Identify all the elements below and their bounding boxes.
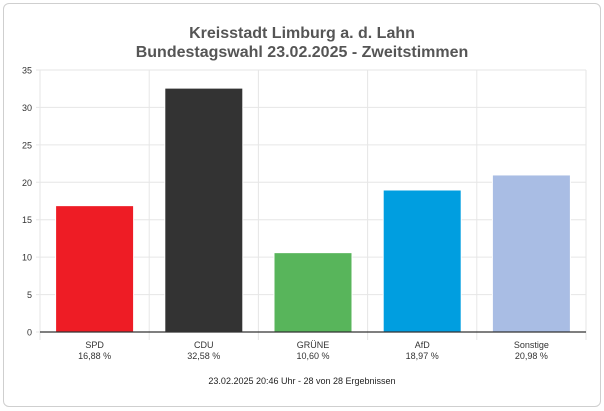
y-tick-label: 20 bbox=[22, 178, 32, 188]
x-tick-label: SPD bbox=[85, 340, 104, 350]
chart-footer: 23.02.2025 20:46 Uhr - 28 von 28 Ergebni… bbox=[208, 376, 396, 386]
x-tick-label: AfD bbox=[415, 340, 431, 350]
x-tick-label: CDU bbox=[194, 340, 214, 350]
y-axis: 0 5 10 15 20 25 30 35 bbox=[22, 66, 32, 338]
y-tick-label: 25 bbox=[22, 140, 32, 150]
x-tick-label: Sonstige bbox=[514, 340, 549, 350]
value-label: 10,60 % bbox=[296, 351, 329, 361]
y-tick-label: 0 bbox=[27, 328, 32, 338]
value-label: 20,98 % bbox=[515, 351, 548, 361]
y-tick-label: 15 bbox=[22, 215, 32, 225]
value-label: 16,88 % bbox=[78, 351, 111, 361]
bar-sonstige bbox=[491, 174, 571, 333]
chart-subtitle: Bundestagswahl 23.02.2025 - Zweitstimmen bbox=[135, 44, 469, 61]
bar-spd bbox=[55, 205, 135, 333]
y-tick-label: 30 bbox=[22, 103, 32, 113]
bar-cdu bbox=[164, 87, 244, 333]
x-tick-label: GRÜNE bbox=[297, 340, 330, 350]
y-tick-label: 35 bbox=[22, 66, 32, 76]
y-tick-label: 5 bbox=[27, 290, 32, 300]
value-label: 32,58 % bbox=[187, 351, 220, 361]
bars-layer bbox=[55, 87, 571, 333]
bar-grüne bbox=[273, 252, 353, 333]
y-tick-label: 10 bbox=[22, 253, 32, 263]
chart-title: Kreisstadt Limburg a. d. Lahn bbox=[189, 25, 415, 42]
value-label: 18,97 % bbox=[406, 351, 439, 361]
bar-afd bbox=[382, 189, 462, 333]
